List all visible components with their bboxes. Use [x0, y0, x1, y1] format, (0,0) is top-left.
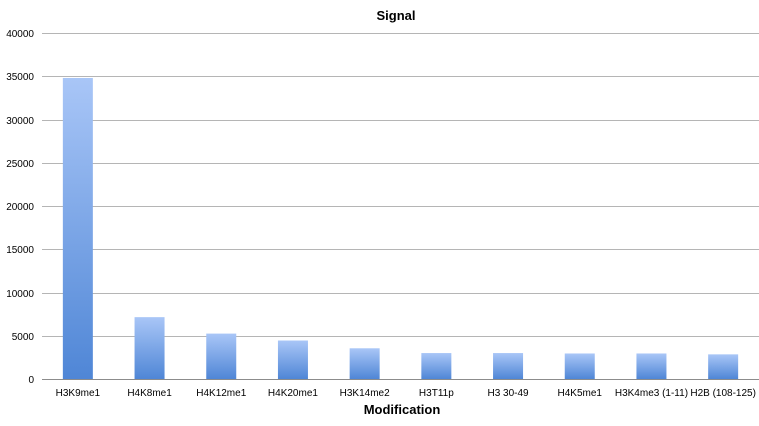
x-tick-label: H2B (108-125) — [690, 388, 756, 399]
y-tick-label: 40000 — [6, 29, 34, 40]
y-tick-label: 25000 — [6, 159, 34, 170]
chart-title: Signal — [376, 8, 415, 23]
x-tick-label: H3T11p — [419, 388, 454, 399]
y-tick-label: 15000 — [6, 245, 34, 256]
bar — [564, 353, 595, 379]
x-axis-ticks: H3K9me1 H4K8me1 H4K12me1 H4K20me1 H3K14me2 H3… — [56, 388, 756, 399]
y-tick-label: 20000 — [6, 202, 34, 213]
x-tick-label: H3K14me2 — [340, 388, 390, 399]
y-tick-label: 30000 — [6, 116, 34, 127]
y-tick-label: 10000 — [6, 289, 34, 300]
bars — [62, 77, 739, 379]
y-axis-ticks: 0 5000 10000 15000 20000 25000 30000 35000 40000 — [6, 29, 34, 386]
bar — [708, 354, 739, 379]
bar — [636, 353, 667, 379]
bar — [349, 348, 380, 379]
x-tick-label: H3 30-49 — [487, 388, 529, 399]
y-tick-label: 35000 — [6, 72, 34, 83]
x-tick-label: H4K5me1 — [558, 388, 603, 399]
x-tick-label: H4K20me1 — [268, 388, 318, 399]
bar — [134, 317, 165, 379]
gridlines — [42, 33, 759, 337]
x-tick-label: H4K8me1 — [127, 388, 172, 399]
x-axis-title: Modification — [364, 402, 441, 417]
bar — [493, 353, 524, 379]
bar — [62, 77, 93, 379]
bar — [277, 340, 308, 379]
bar — [421, 353, 452, 379]
x-tick-label: H3K9me1 — [56, 388, 101, 399]
y-tick-label: 0 — [28, 375, 34, 386]
x-tick-label: H4K12me1 — [196, 388, 246, 399]
x-tick-label: H3K4me3 (1-11) — [615, 388, 688, 399]
bar — [206, 333, 237, 379]
y-tick-label: 5000 — [12, 332, 35, 343]
